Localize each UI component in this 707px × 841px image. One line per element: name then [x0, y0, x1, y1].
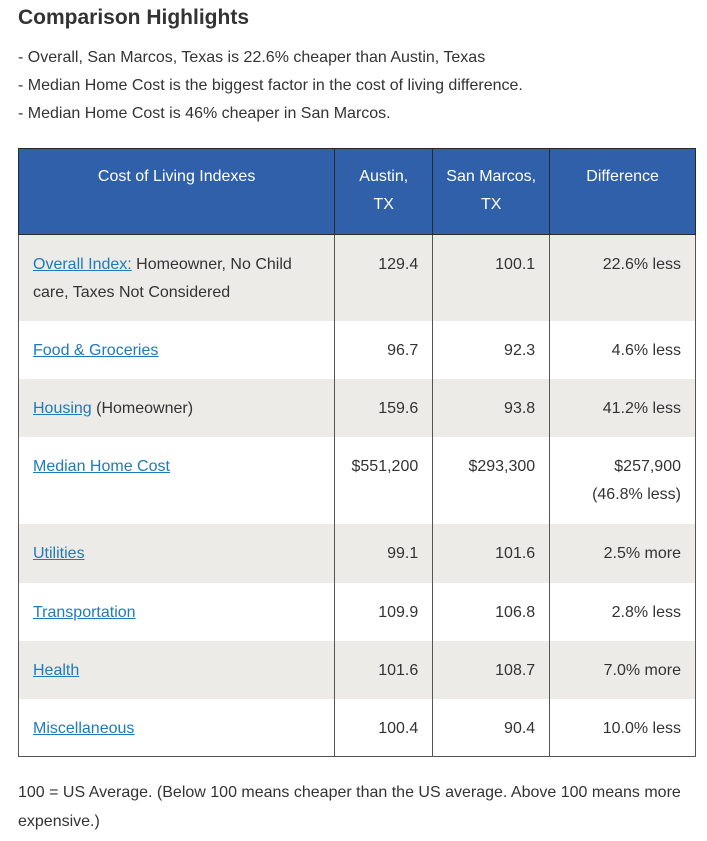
difference-value: 41.2% less — [549, 378, 696, 437]
austin-value: 99.1 — [334, 523, 434, 583]
index-cell: Median Home Cost — [17, 436, 336, 524]
index-cell: Miscellaneous — [17, 698, 336, 757]
header-san-marcos: San Marcos, TX — [432, 148, 551, 235]
highlight-item: - Overall, San Marcos, Texas is 22.6% ch… — [18, 49, 486, 66]
austin-value: 101.6 — [334, 640, 434, 699]
index-cell: Housing (Homeowner) — [17, 378, 336, 437]
san-marcos-value: 106.8 — [432, 582, 551, 641]
index-cell: Food & Groceries — [17, 320, 336, 379]
index-cell: Health — [17, 640, 336, 699]
table-header-row: Cost of Living Indexes Austin, TX San Ma… — [17, 148, 696, 235]
san-marcos-value: 93.8 — [432, 378, 551, 437]
table-row: Overall Index: Homeowner, No Child care,… — [17, 234, 696, 321]
difference-value: 2.8% less — [549, 582, 696, 641]
san-marcos-value: 108.7 — [432, 640, 551, 699]
row-label-suffix: Homeowner, No Child care, Taxes Not Cons… — [33, 256, 292, 301]
food-groceries-link[interactable]: Food & Groceries — [33, 341, 159, 359]
transportation-link[interactable]: Transportation — [33, 603, 136, 621]
highlights-list: - Overall, San Marcos, Texas is 22.6% ch… — [18, 44, 523, 128]
difference-note: (46.8% less) — [592, 485, 681, 503]
austin-value: 129.4 — [334, 234, 434, 321]
difference-value: $257,900 (46.8% less) — [549, 436, 696, 524]
austin-value: 159.6 — [334, 378, 434, 437]
health-link[interactable]: Health — [33, 661, 80, 679]
highlight-item: - Median Home Cost is 46% cheaper in San… — [18, 105, 391, 122]
difference-value: 10.0% less — [549, 698, 696, 757]
row-label-suffix: (Homeowner) — [91, 399, 194, 417]
median-home-cost-link[interactable]: Median Home Cost — [33, 457, 170, 475]
austin-value: 109.9 — [334, 582, 434, 641]
header-difference: Difference — [549, 148, 696, 235]
austin-value: 100.4 — [334, 698, 434, 757]
difference-value: 4.6% less — [549, 320, 696, 379]
highlight-item: - Median Home Cost is the biggest factor… — [18, 77, 523, 94]
san-marcos-value: 90.4 — [432, 698, 551, 757]
header-index: Cost of Living Indexes — [17, 148, 336, 235]
overall-index-link[interactable]: Overall Index: — [33, 256, 132, 273]
san-marcos-value: $293,300 — [432, 436, 551, 524]
san-marcos-value: 92.3 — [432, 320, 551, 379]
section-title: Comparison Highlights — [18, 6, 249, 29]
difference-value: 22.6% less — [549, 234, 696, 321]
utilities-link[interactable]: Utilities — [33, 544, 85, 562]
austin-value: $551,200 — [334, 436, 434, 524]
table-row: Utilities 99.1 101.6 2.5% more — [17, 523, 696, 583]
table-row: Miscellaneous 100.4 90.4 10.0% less — [17, 698, 696, 757]
table-row: Health 101.6 108.7 7.0% more — [17, 640, 696, 699]
index-cell: Overall Index: Homeowner, No Child care,… — [17, 234, 336, 321]
header-austin: Austin, TX — [334, 148, 434, 235]
cost-of-living-table: Cost of Living Indexes Austin, TX San Ma… — [17, 148, 696, 757]
table-row: Median Home Cost $551,200 $293,300 $257,… — [17, 436, 696, 524]
difference-value: 7.0% more — [549, 640, 696, 699]
index-cell: Utilities — [17, 523, 336, 583]
table-row: Housing (Homeowner) 159.6 93.8 41.2% les… — [17, 378, 696, 437]
index-cell: Transportation — [17, 582, 336, 641]
difference-amount: $257,900 — [614, 457, 681, 475]
table-row: Transportation 109.9 106.8 2.8% less — [17, 582, 696, 641]
san-marcos-value: 100.1 — [432, 234, 551, 321]
footnote: 100 = US Average. (Below 100 means cheap… — [18, 784, 681, 830]
difference-value: 2.5% more — [549, 523, 696, 583]
miscellaneous-link[interactable]: Miscellaneous — [33, 719, 135, 737]
housing-link[interactable]: Housing — [33, 399, 92, 417]
austin-value: 96.7 — [334, 320, 434, 379]
table-row: Food & Groceries 96.7 92.3 4.6% less — [17, 320, 696, 379]
san-marcos-value: 101.6 — [432, 523, 551, 583]
